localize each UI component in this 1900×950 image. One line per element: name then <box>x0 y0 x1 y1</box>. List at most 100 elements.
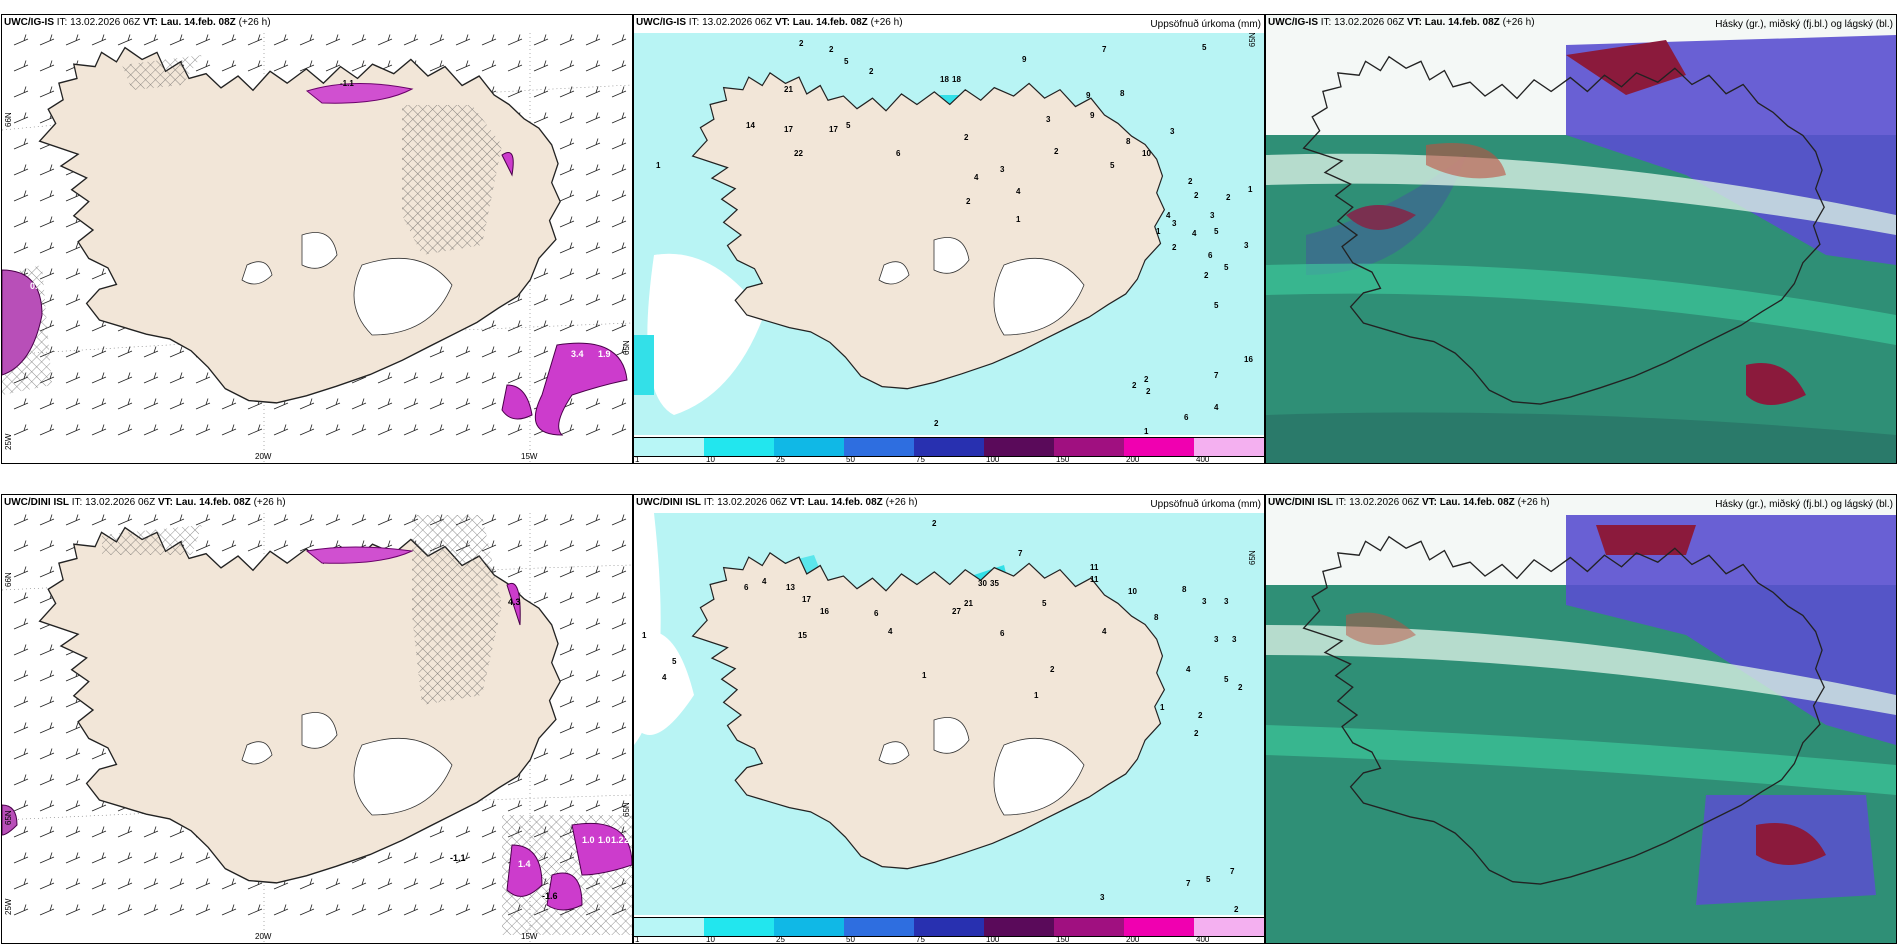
precip-number: 2 <box>934 419 939 428</box>
wind-barb <box>195 878 211 890</box>
wind-barb <box>13 138 29 150</box>
wind-barb <box>13 696 29 708</box>
precip-number: 1 <box>1248 185 1253 194</box>
precip-number: 3 <box>1232 635 1237 644</box>
wind-barb <box>351 904 367 916</box>
wind-barb <box>533 592 549 604</box>
wind-barb <box>299 60 315 72</box>
wind-barb <box>559 566 575 578</box>
wind-barb <box>533 540 549 552</box>
wind-barb <box>325 34 341 46</box>
precip-number: 1 <box>1156 227 1161 236</box>
wind-barb <box>585 34 601 46</box>
wind-barb <box>455 60 471 72</box>
precip-number: 1 <box>656 161 661 170</box>
precip-number: 2 <box>966 197 971 206</box>
wind-barb <box>39 670 55 682</box>
wind-barb <box>117 878 133 890</box>
legend-tick: 50 <box>846 935 855 944</box>
wind-barb <box>169 904 185 916</box>
legend-swatch <box>704 917 775 937</box>
wind-barb <box>91 372 107 384</box>
legend-tick: 25 <box>776 455 785 464</box>
wind-barb <box>91 748 107 760</box>
wind-barb <box>273 904 289 916</box>
glaciers <box>241 232 453 336</box>
wind-barb <box>559 800 575 812</box>
wind-barb <box>65 294 81 306</box>
wind-barb <box>299 904 315 916</box>
legend-swatch <box>634 437 705 457</box>
legend-swatch <box>704 437 775 457</box>
legend-swatch <box>844 437 915 457</box>
wind-barb <box>377 904 393 916</box>
precip-number: 11 <box>1090 575 1099 584</box>
wind-value: 0.3 <box>30 281 43 291</box>
wind-barb <box>65 34 81 46</box>
wind-barb <box>585 540 601 552</box>
precip-number: 4 <box>974 173 979 182</box>
wind-barb <box>533 320 549 332</box>
legend-swatch <box>1054 437 1125 457</box>
wind-barb <box>559 644 575 656</box>
wind-barb <box>455 398 471 410</box>
precip-number: 2 <box>1194 191 1199 200</box>
precip-number: 9 <box>1090 111 1095 120</box>
precip-number: 2 <box>964 133 969 142</box>
panel-header: UWC/DINI ISL IT: 13.02.2026 06Z VT: Lau.… <box>4 497 286 508</box>
wind-barb <box>611 268 627 280</box>
precip-number: 9 <box>1086 91 1091 100</box>
legend-swatch <box>984 437 1055 457</box>
precip-number: 3 <box>1202 597 1207 606</box>
legend-tick: 50 <box>846 455 855 464</box>
wind-barb <box>559 112 575 124</box>
wind-value: -1.1 <box>340 79 354 88</box>
legend-tick: 75 <box>916 935 925 944</box>
wind-barb <box>117 346 133 358</box>
precip-number: 6 <box>874 609 879 618</box>
legend-swatch <box>844 917 915 937</box>
precip-number: 4 <box>1214 403 1219 412</box>
wind-barb <box>221 904 237 916</box>
wind-barb <box>91 346 107 358</box>
wind-barb <box>65 748 81 760</box>
wind-barb <box>169 878 185 890</box>
wind-barb <box>351 514 367 526</box>
panel-title: Hásky (gr.), miðský (fj.bl.) og lágský (… <box>1715 499 1893 510</box>
wind-barb <box>39 852 55 864</box>
wind-barb <box>195 852 211 864</box>
wind-barb <box>247 540 263 552</box>
wind-barb <box>559 86 575 98</box>
wind-value: 1.4 <box>518 859 531 869</box>
wind-barb <box>13 34 29 46</box>
precip-number: 4 <box>1186 665 1191 674</box>
lon-label: 20W <box>255 452 272 461</box>
wind-barb <box>481 372 497 384</box>
wind-barb <box>117 424 133 436</box>
wind-barb <box>585 398 601 410</box>
wind-barb <box>429 904 445 916</box>
wind-barb <box>221 60 237 72</box>
legend-swatch <box>984 917 1055 937</box>
wind-barb <box>403 904 419 916</box>
precip-number: 30 <box>978 579 987 588</box>
wind-barb <box>533 34 549 46</box>
lat-label: 65N <box>622 340 631 355</box>
wind-barb <box>351 398 367 410</box>
precip-number: 1 <box>1144 427 1149 436</box>
wind-barb <box>13 514 29 526</box>
wind-barb <box>455 826 471 838</box>
wind-barb <box>351 878 367 890</box>
precip-number: 5 <box>846 121 851 130</box>
wind-barb <box>481 398 497 410</box>
precip-number: 5 <box>1202 43 1207 52</box>
wind-barb <box>533 346 549 358</box>
wind-barb <box>429 346 445 358</box>
wind-panel-top: UWC/IG-IS IT: 13.02.2026 06Z VT: Lau. 14… <box>1 14 633 464</box>
wind-barb <box>65 800 81 812</box>
wind-barb <box>273 540 289 552</box>
wind-barb <box>559 268 575 280</box>
precip-number: 5 <box>1042 599 1047 608</box>
precip-number: 3 <box>1100 893 1105 902</box>
precip-number: 4 <box>888 627 893 636</box>
